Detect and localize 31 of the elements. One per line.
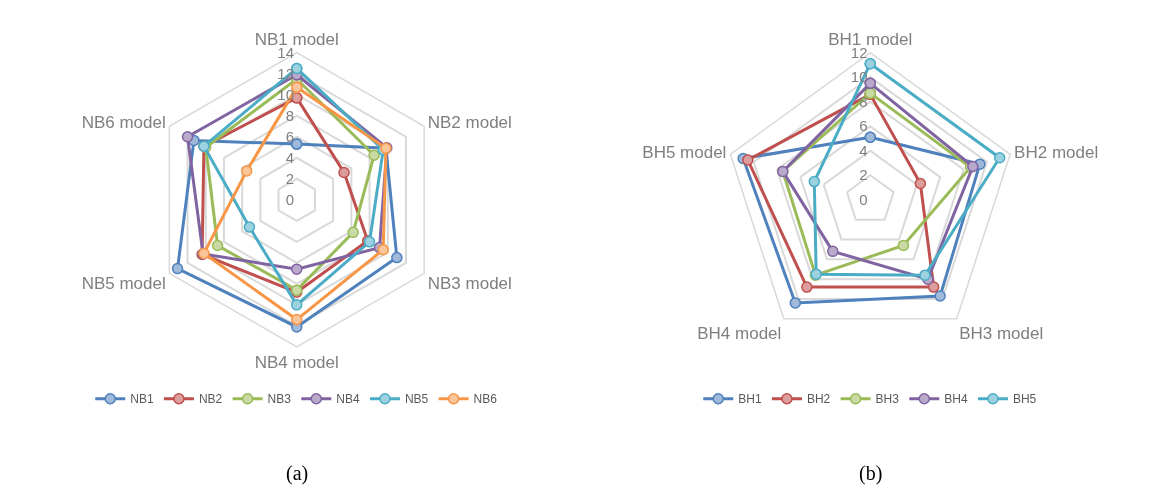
legend-label: BH1 [738,392,762,407]
text: (a) [286,462,309,485]
y-tick-label: 2 [859,166,868,184]
y-tick-label: 2 [285,169,294,187]
legend-label: NB3 [267,392,292,407]
legend-label: BH4 [944,392,968,407]
spoke-label: BH4 model [697,324,782,344]
spoke-label: NB4 model [254,353,339,373]
spoke-label: NB2 model [427,112,512,132]
legend-label: NB5 [404,392,429,407]
y-tick-label: 0 [285,190,294,208]
spoke-label: NB6 model [81,112,166,132]
y-tick-label: 6 [285,127,294,145]
legend-label: NB6 [473,392,498,407]
legend-label: NB4 [336,392,360,407]
y-tick-label: 4 [285,148,294,166]
legend-label: BH3 [875,392,900,407]
legend-label: BH5 [1012,392,1037,407]
legend-label: BH2 [806,392,831,407]
spoke-label: BH2 model [1014,142,1099,162]
spoke-label: BH5 model [642,142,727,162]
y-tick-label: 8 [285,106,294,124]
y-tick-label: 4 [859,141,868,159]
y-tick-label: 0 [859,190,868,208]
legend-label: NB1 [130,392,154,407]
text: (b) [859,462,883,485]
spoke-label: NB3 model [427,274,512,294]
spoke-label: NB5 model [81,274,166,294]
spoke-label: BH3 model [959,324,1044,344]
legend-label: NB2 [198,392,223,407]
y-tick-label: 6 [859,117,868,135]
